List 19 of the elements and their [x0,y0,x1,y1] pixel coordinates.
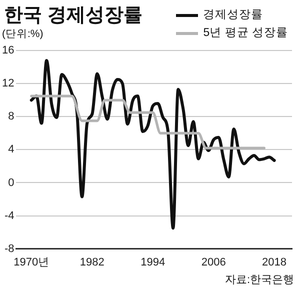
y-axis-title: (단위:%) [2,27,44,41]
x-tick-label: 2018 [262,256,287,268]
x-tick-label: 1982 [80,256,104,268]
y-tick-label: 12 [2,78,14,90]
x-tick-label: 2006 [201,256,226,268]
y-tick-label: -8 [4,242,14,255]
y-tick-label: 8 [8,110,14,123]
x-tick-label: 1994 [140,256,166,268]
y-tick-label: -4 [4,210,14,222]
text: 자료:한국은행 [224,273,294,287]
chart-title: 한국 경제성장률 [4,4,142,28]
legend-label: 5년 평균 성장률 [203,26,288,41]
y-tick-label: 4 [8,144,14,156]
line-series [30,94,266,150]
y-tick-label: 0 [8,176,14,189]
legend-label: 경제성장률 [203,8,264,23]
x-tick-label: 1970년 [14,256,50,268]
y-tick-label: 16 [2,44,14,57]
line-series [30,59,276,230]
